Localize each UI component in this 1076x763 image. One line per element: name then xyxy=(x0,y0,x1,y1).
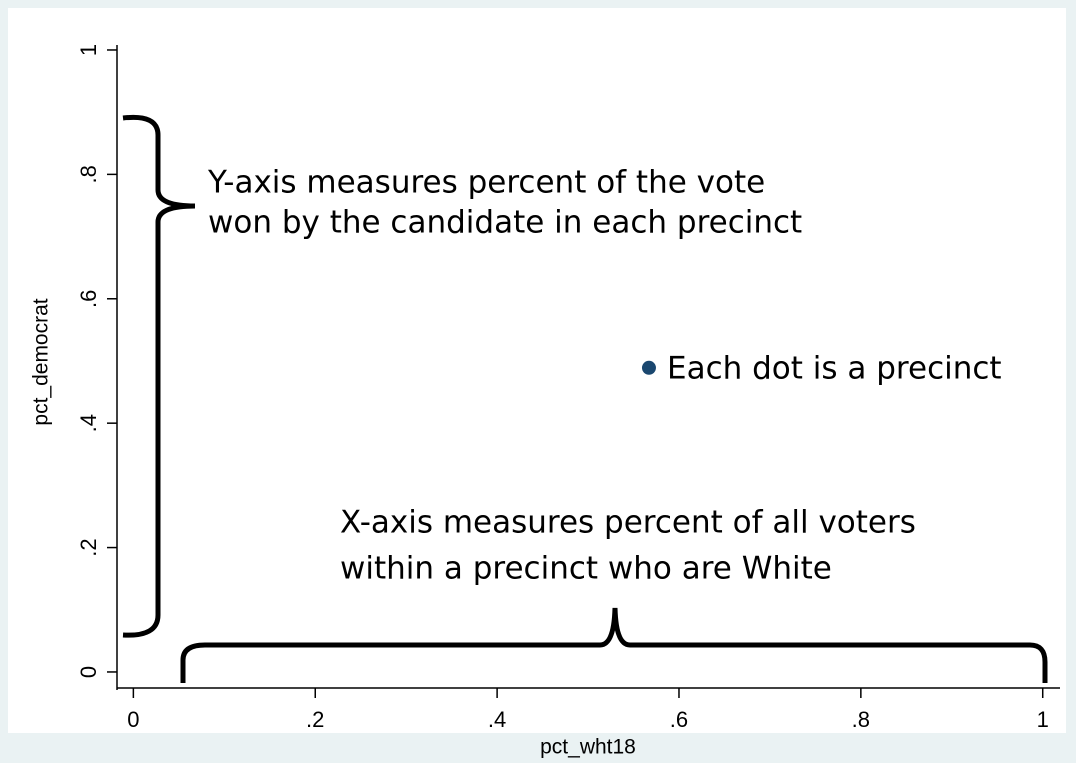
annotation: Y-axis measures percent of the vote xyxy=(207,165,765,201)
y-tick-label: 0 xyxy=(76,666,101,678)
annotation: Each dot is a precinct xyxy=(667,351,1002,387)
y-tick-label: 1 xyxy=(76,44,101,56)
x-tick-label: .2 xyxy=(306,707,324,732)
y-tick-label: .6 xyxy=(76,290,101,308)
x-tick-label: 1 xyxy=(1037,707,1049,732)
x-tick-label: .8 xyxy=(852,707,870,732)
plot-region xyxy=(8,8,1066,733)
x-tick-label: .6 xyxy=(670,707,688,732)
point xyxy=(641,360,656,375)
y-brace xyxy=(122,114,196,638)
annotation: X-axis measures percent of all voters xyxy=(340,505,916,541)
y-tick-label: .2 xyxy=(76,538,101,556)
annotation: within a precinct who are White xyxy=(340,551,832,587)
x-tick-label: .4 xyxy=(488,707,506,732)
y-tick-label: .4 xyxy=(76,414,101,432)
annotation: won by the candidate in each precinct xyxy=(208,205,802,241)
y-tick-label: .8 xyxy=(76,165,101,183)
x-brace xyxy=(180,607,1048,683)
y-axis-title: pct_democrat xyxy=(30,298,53,425)
x-axis-title: pct_wht18 xyxy=(540,736,636,759)
x-tick-label: 0 xyxy=(127,707,139,732)
